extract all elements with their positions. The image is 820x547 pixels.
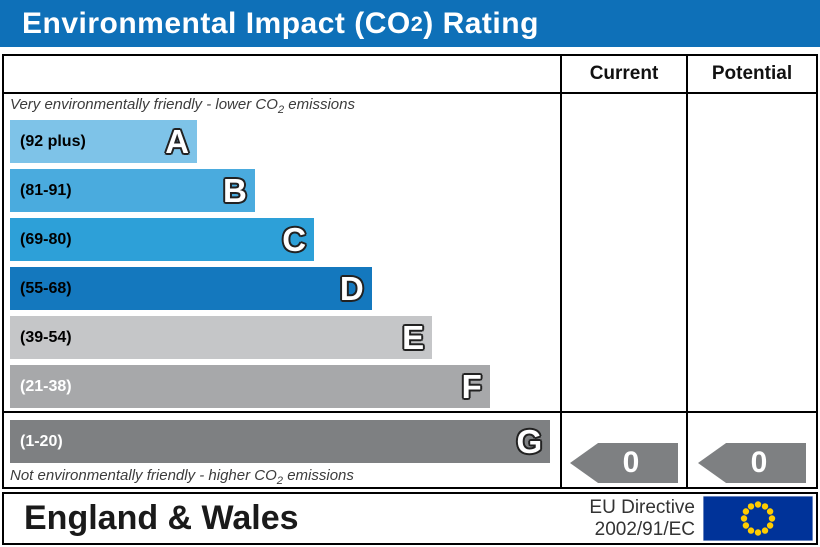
- band-b-letter: B: [222, 172, 247, 209]
- band-d-range: (55-68): [20, 279, 72, 297]
- chart-title-suffix: ) Rating: [423, 6, 539, 40]
- header-spacer: [4, 56, 560, 94]
- footer: England & Wales EU Directive 2002/91/EC: [2, 492, 818, 545]
- band-e: (39-54) E: [10, 316, 433, 359]
- band-f-letter: F: [461, 368, 482, 405]
- band-g: (1-20) G: [10, 420, 551, 463]
- band-a-letter: A: [165, 123, 190, 160]
- current-column-header: Current: [560, 56, 686, 94]
- potential-column-header: Potential: [686, 56, 816, 94]
- band-e-range: (39-54): [20, 328, 72, 346]
- bands-chart: Very environmentally friendly - lower CO…: [4, 94, 560, 487]
- chart-title: Environmental Impact (CO 2) Rating: [0, 0, 820, 47]
- region-label: England & Wales: [24, 499, 299, 537]
- band-d: (55-68) D: [10, 267, 372, 310]
- band-g-range: (1-20): [20, 432, 63, 450]
- potential-rating-value: 0: [750, 446, 768, 479]
- band-f-range: (21-38): [20, 377, 72, 395]
- eu-directive-label: EU Directive 2002/91/EC: [589, 496, 695, 540]
- chart-title-text: Environmental Impact (CO: [22, 6, 411, 40]
- bottom-note: Not environmentally friendly - higher CO…: [10, 467, 354, 487]
- eu-flag-icon: [703, 496, 813, 541]
- band-g-letter: G: [516, 423, 543, 460]
- potential-rating-arrow: 0: [698, 443, 806, 483]
- band-c-letter: C: [282, 221, 307, 258]
- current-rating-arrow: 0: [570, 443, 678, 483]
- band-c: (69-80) C: [10, 218, 315, 261]
- band-a-range: (92 plus): [20, 132, 86, 150]
- band-d-letter: D: [339, 270, 364, 307]
- band-e-letter: E: [402, 319, 425, 356]
- top-note: Very environmentally friendly - lower CO…: [10, 96, 355, 116]
- current-rating-value: 0: [622, 446, 640, 479]
- rating-table: Current Potential Very environmentally f…: [2, 54, 818, 489]
- current-rating-cell: 0: [560, 94, 686, 487]
- band-f: (21-38) F: [10, 365, 490, 408]
- band-b: (81-91) B: [10, 169, 255, 212]
- band-c-range: (69-80): [20, 230, 72, 248]
- band-b-range: (81-91): [20, 181, 72, 199]
- band-a: (92 plus) A: [10, 120, 198, 163]
- bottom-section-divider: [4, 411, 816, 413]
- potential-rating-cell: 0: [686, 94, 816, 487]
